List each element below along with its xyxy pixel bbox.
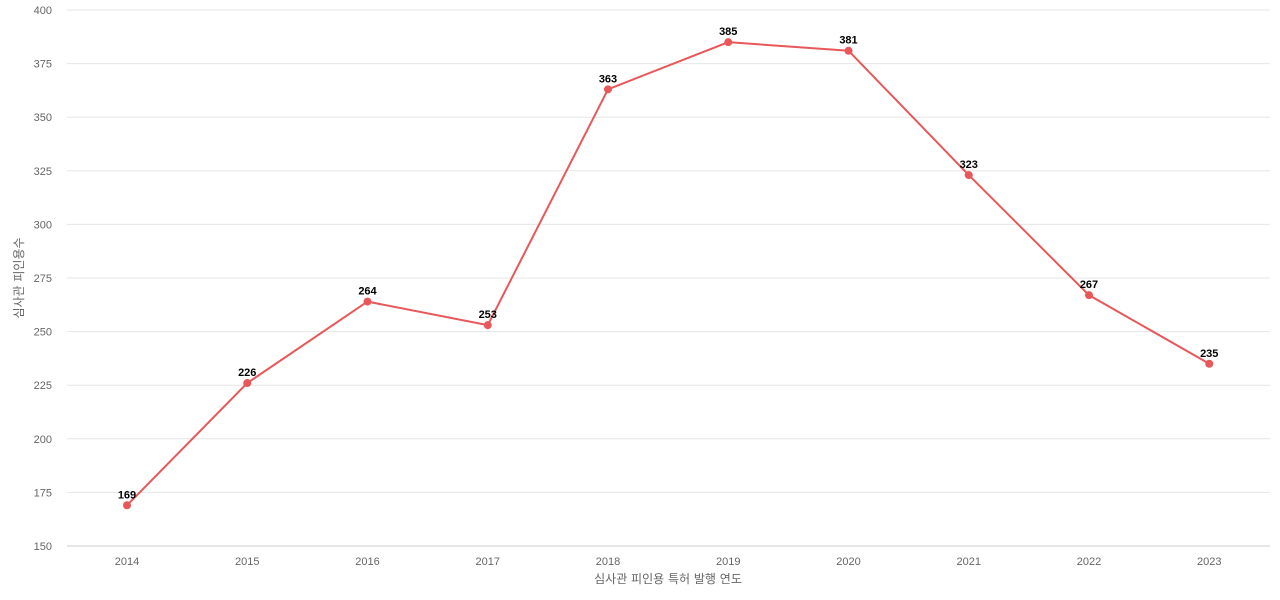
y-tick-label: 225 — [34, 380, 52, 392]
data-label: 226 — [238, 367, 256, 379]
x-tick-label: 2015 — [235, 556, 259, 568]
x-axis-title: 심사관 피인용 특허 발행 연도 — [594, 571, 742, 586]
y-axis-ticks: 150 175 200 225 250 275 300 325 350 375 400 — [34, 5, 52, 553]
data-label: 267 — [1080, 279, 1098, 291]
data-point[interactable] — [123, 501, 131, 510]
x-tick-label: 2019 — [716, 556, 740, 568]
data-label: 385 — [719, 26, 737, 38]
y-tick-label: 400 — [34, 5, 52, 17]
x-tick-label: 2023 — [1197, 556, 1221, 568]
y-tick-label: 325 — [34, 166, 52, 178]
y-tick-label: 175 — [34, 487, 52, 499]
x-tick-label: 2020 — [836, 556, 860, 568]
y-axis-title: 심사관 피인용수 — [12, 237, 26, 318]
data-label: 235 — [1200, 348, 1218, 360]
data-label: 264 — [358, 286, 377, 298]
y-tick-label: 200 — [34, 434, 52, 446]
data-label: 169 — [118, 489, 136, 501]
y-tick-label: 350 — [34, 112, 52, 124]
data-point[interactable] — [363, 297, 372, 306]
data-labels: 169 226 264 253 363 385 381 323 267 235 — [118, 26, 1219, 501]
y-tick-label: 275 — [34, 273, 52, 285]
y-tick-label: 375 — [34, 59, 52, 71]
data-point[interactable] — [724, 38, 733, 47]
data-point[interactable] — [1205, 359, 1214, 368]
y-tick-label: 300 — [34, 219, 52, 231]
data-label: 323 — [960, 159, 978, 171]
x-tick-label: 2017 — [476, 556, 500, 568]
data-label: 253 — [479, 309, 497, 321]
data-point[interactable] — [1085, 291, 1093, 300]
data-point[interactable] — [844, 46, 853, 55]
data-label: 381 — [839, 35, 857, 47]
y-tick-label: 150 — [34, 541, 52, 553]
x-tick-label: 2014 — [115, 556, 139, 568]
x-tick-label: 2021 — [957, 556, 981, 568]
y-tick-label: 250 — [34, 327, 52, 339]
series-layer — [123, 38, 1214, 510]
data-point[interactable] — [604, 85, 612, 94]
data-point[interactable] — [964, 171, 973, 180]
data-point[interactable] — [243, 379, 252, 388]
x-axis-ticks: 2014 2015 2016 2017 2018 2019 2020 2021 2022 2023 — [115, 556, 1222, 568]
series-line — [126, 41, 1210, 506]
data-point[interactable] — [483, 321, 492, 330]
x-tick-label: 2022 — [1077, 556, 1101, 568]
x-tick-label: 2016 — [355, 556, 379, 568]
data-label: 363 — [599, 73, 617, 85]
x-tick-label: 2018 — [596, 556, 620, 568]
gridlines — [67, 9, 1270, 493]
